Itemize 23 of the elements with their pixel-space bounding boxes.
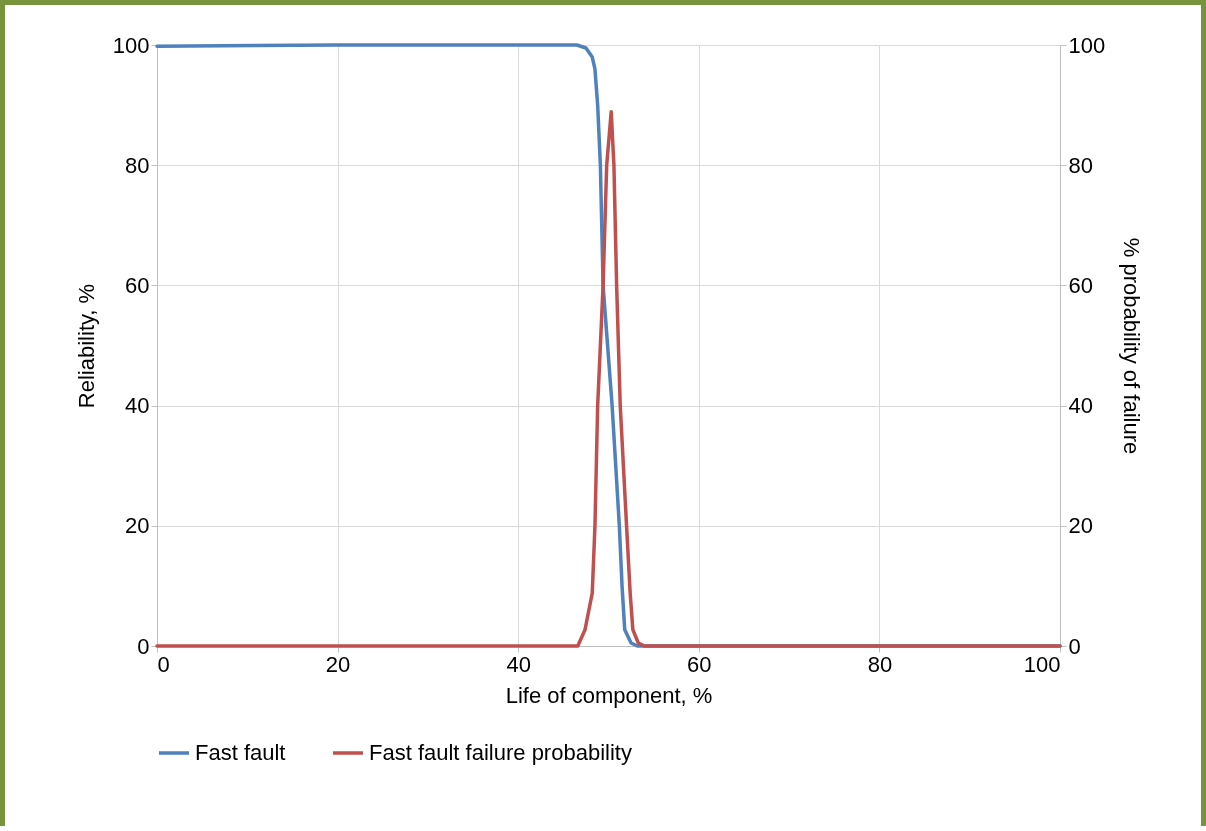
y-tick-label: 20 xyxy=(125,513,150,539)
legend-label: Fast fault failure probability xyxy=(369,740,632,765)
legend-label: Fast fault xyxy=(195,740,286,765)
y2-tick-label: 20 xyxy=(1068,513,1093,539)
x-tick-label: 40 xyxy=(506,651,531,677)
y2-tick-label: 40 xyxy=(1068,393,1093,419)
y2-tick-label: 60 xyxy=(1068,272,1093,298)
x-tick-label: 20 xyxy=(325,651,351,677)
x-tick-label: 60 xyxy=(687,651,712,677)
y2-tick-label: 80 xyxy=(1068,152,1093,178)
y2-tick-label: 0 xyxy=(1068,633,1081,659)
y-tick-label: 100 xyxy=(112,32,150,58)
y-tick-label: 80 xyxy=(125,152,150,178)
y-tick-label: 0 xyxy=(137,633,150,659)
y-axis-title: Reliability, % xyxy=(73,283,99,409)
y2-axis-title: % probability of failure xyxy=(1119,237,1145,455)
x-tick-label: 0 xyxy=(157,651,170,677)
x-axis-title: Life of component, % xyxy=(505,682,713,708)
y-tick-label: 40 xyxy=(125,393,150,419)
x-tick-label: 100 xyxy=(1023,651,1061,677)
x-tick-label: 80 xyxy=(867,651,893,677)
y-tick-label: 60 xyxy=(125,272,150,298)
y2-tick-label: 100 xyxy=(1068,32,1106,58)
